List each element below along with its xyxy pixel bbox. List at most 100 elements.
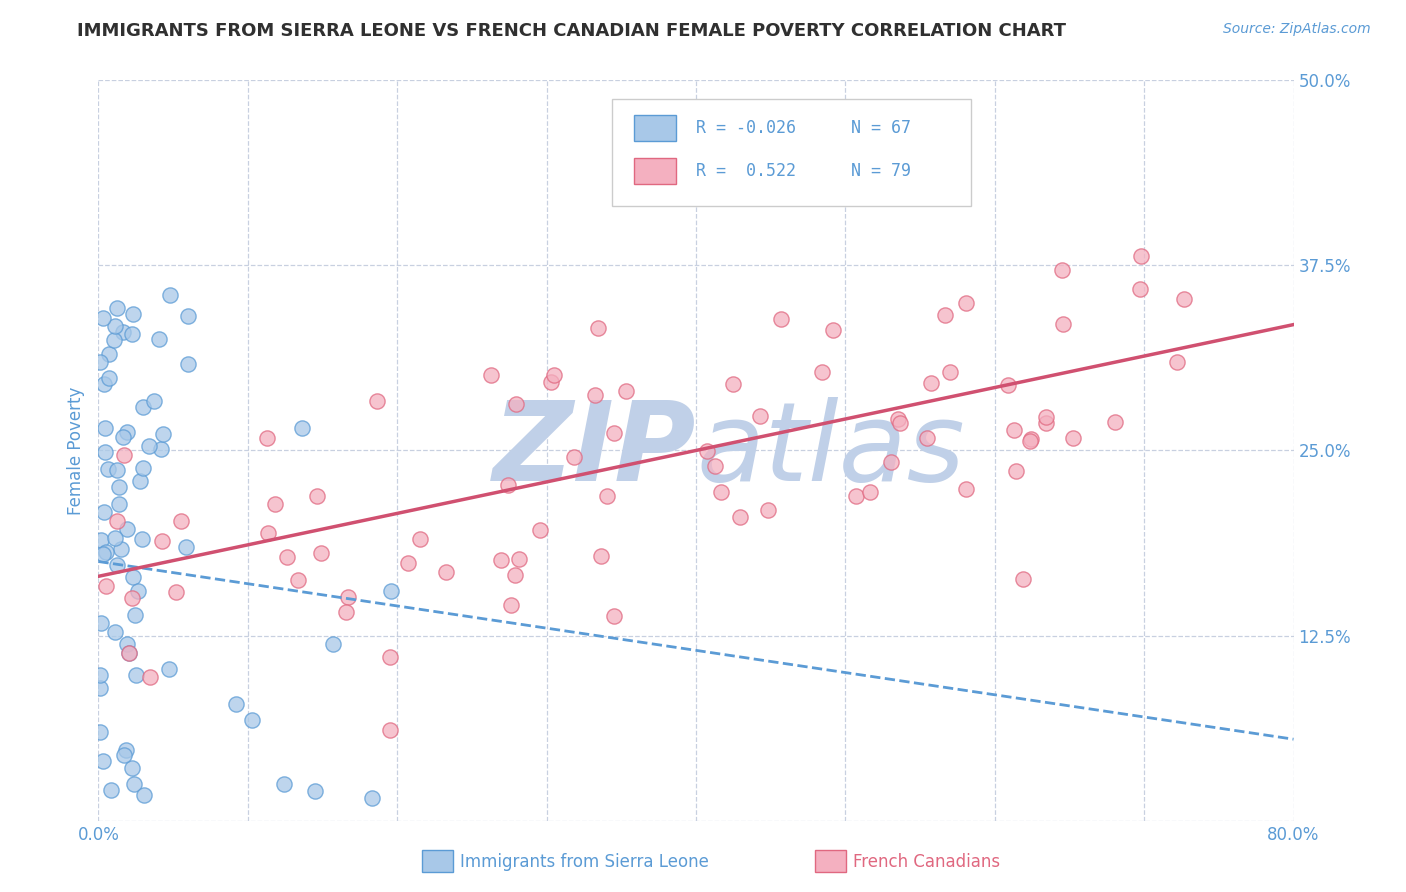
Point — [1130, 249, 1153, 263]
Point — [111, 430, 134, 444]
Point — [240, 713, 263, 727]
Point — [273, 776, 295, 791]
Point — [889, 416, 911, 430]
Text: IMMIGRANTS FROM SIERRA LEONE VS FRENCH CANADIAN FEMALE POVERTY CORRELATION CHART: IMMIGRANTS FROM SIERRA LEONE VS FRENCH C… — [77, 22, 1066, 40]
Point — [322, 637, 344, 651]
Point — [603, 425, 626, 440]
Point — [115, 425, 138, 440]
Point — [124, 668, 146, 682]
Point — [170, 514, 193, 528]
Point — [152, 427, 174, 442]
Point — [257, 526, 280, 541]
Point — [1050, 263, 1073, 277]
Point — [105, 515, 128, 529]
Point — [309, 546, 332, 560]
Point — [112, 448, 135, 462]
Point — [93, 505, 115, 519]
Point — [710, 485, 733, 500]
Point — [97, 347, 120, 361]
Point — [1035, 416, 1057, 430]
Point — [543, 368, 565, 382]
Point — [98, 370, 121, 384]
Point — [139, 670, 162, 684]
Point — [104, 624, 127, 639]
Point — [595, 489, 617, 503]
Point — [90, 533, 112, 547]
Point — [291, 420, 314, 434]
Point — [157, 662, 180, 676]
Point — [366, 393, 388, 408]
Point — [1019, 434, 1042, 449]
Point — [1052, 317, 1074, 331]
Point — [505, 568, 527, 582]
Point — [508, 551, 530, 566]
Point — [939, 365, 962, 379]
Point — [89, 355, 111, 369]
Point — [89, 668, 111, 682]
Point — [770, 312, 793, 326]
Point — [134, 788, 156, 802]
Point — [1062, 431, 1084, 445]
Point — [955, 482, 977, 496]
Point — [335, 605, 357, 619]
Point — [100, 783, 122, 797]
Point — [823, 323, 845, 337]
Point — [118, 646, 141, 660]
Point — [121, 326, 143, 341]
Point — [115, 743, 138, 757]
Point — [93, 754, 115, 768]
Point — [118, 646, 141, 660]
Text: N = 79: N = 79 — [852, 162, 911, 180]
FancyBboxPatch shape — [634, 115, 676, 141]
Point — [603, 609, 626, 624]
Point — [148, 332, 170, 346]
Point — [529, 524, 551, 538]
Point — [96, 545, 118, 559]
Point — [115, 523, 138, 537]
Point — [225, 698, 247, 712]
Point — [1166, 354, 1188, 368]
Point — [1129, 282, 1152, 296]
Point — [177, 309, 200, 323]
Point — [704, 458, 727, 473]
Point — [107, 480, 129, 494]
FancyBboxPatch shape — [634, 158, 676, 184]
Point — [1173, 292, 1195, 306]
Point — [105, 558, 128, 572]
Point — [934, 308, 956, 322]
Point — [122, 569, 145, 583]
Point — [138, 439, 160, 453]
Point — [103, 334, 125, 348]
Point — [887, 411, 910, 425]
Point — [104, 318, 127, 333]
Point — [562, 450, 585, 464]
Point — [174, 541, 197, 555]
Point — [104, 532, 127, 546]
Point — [129, 474, 152, 488]
Point — [505, 397, 527, 411]
Point — [89, 681, 111, 696]
Point — [380, 723, 402, 738]
Point — [997, 377, 1019, 392]
Point — [583, 388, 606, 402]
Point — [165, 585, 187, 599]
Point — [337, 590, 360, 604]
Point — [756, 503, 779, 517]
Point — [93, 310, 115, 325]
Point — [121, 591, 143, 605]
Point — [142, 393, 165, 408]
Point — [1004, 423, 1026, 437]
Text: Source: ZipAtlas.com: Source: ZipAtlas.com — [1223, 22, 1371, 37]
Point — [256, 431, 278, 445]
Point — [749, 409, 772, 424]
Point — [859, 485, 882, 500]
Point — [159, 288, 181, 302]
Point — [89, 724, 111, 739]
Point — [396, 556, 419, 570]
Point — [614, 384, 637, 398]
Point — [287, 573, 309, 587]
Point — [94, 445, 117, 459]
Text: R =  0.522: R = 0.522 — [696, 162, 796, 180]
Point — [696, 443, 718, 458]
Text: atlas: atlas — [696, 397, 965, 504]
